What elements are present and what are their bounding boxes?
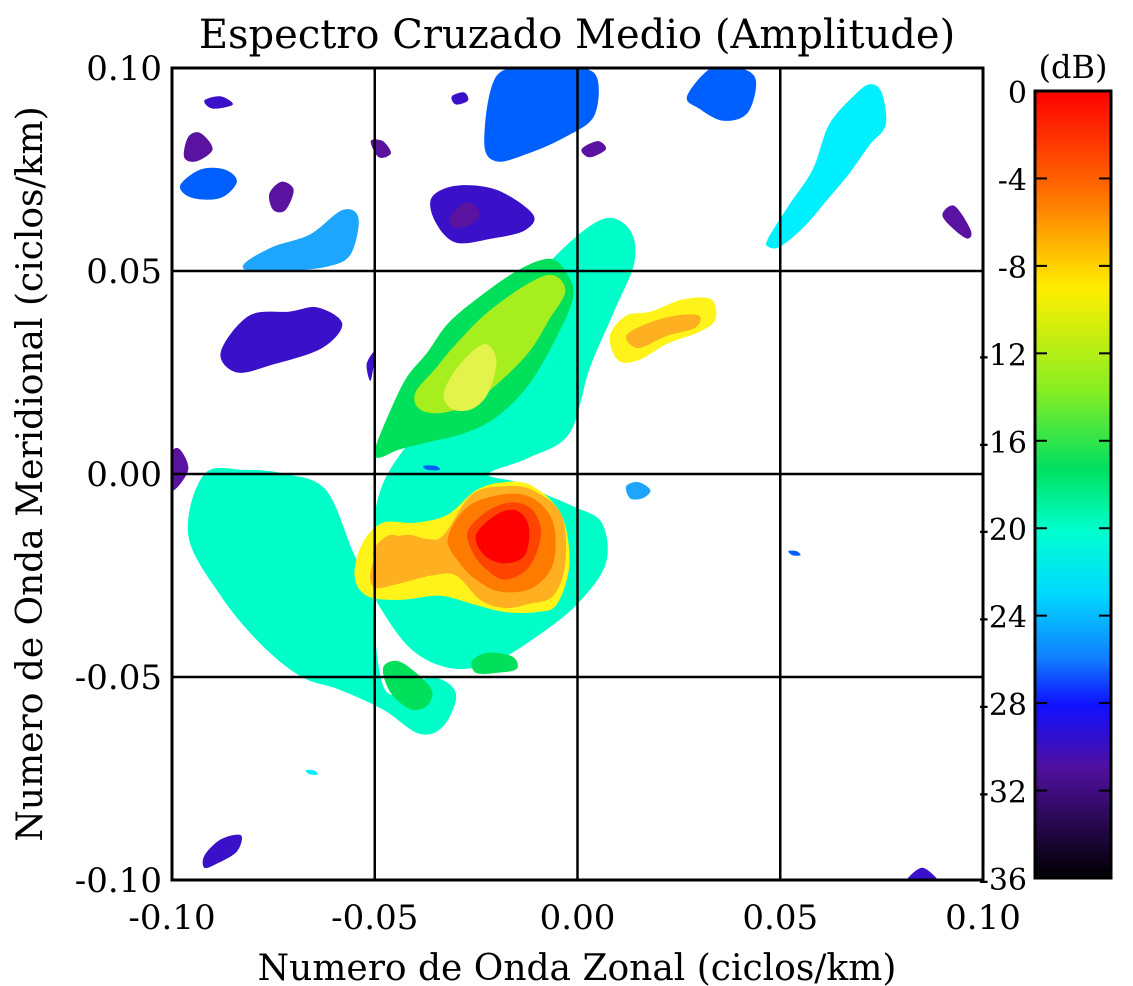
x-tick-label: 0.05 xyxy=(742,898,818,938)
contour-regions xyxy=(172,68,972,880)
plot-frame xyxy=(170,66,985,882)
colorbar xyxy=(1033,89,1113,880)
grid-lines xyxy=(172,68,983,880)
contour-small-blue-dot xyxy=(788,550,801,556)
colorbar-tick-label: 0 xyxy=(1008,76,1027,111)
contour-top-cyan-right xyxy=(766,84,887,249)
contour-bottom-indigo-right xyxy=(907,867,937,880)
contour-top-purple-4 xyxy=(183,132,213,162)
chart-title: Espectro Cruzado Medio (Amplitude) xyxy=(199,12,955,58)
contour-top-indigo-small-2 xyxy=(451,92,469,105)
contour-edge-purple xyxy=(172,447,189,491)
colorbar-tick-label: -12 xyxy=(979,338,1027,373)
x-tick-label: 0.10 xyxy=(945,898,1021,938)
colorbar-tick-label: -8 xyxy=(998,251,1027,286)
colorbar-tick-label: -4 xyxy=(998,163,1027,198)
y-tick-label: 0.00 xyxy=(86,455,162,495)
contour-top-indigo-1 xyxy=(220,307,343,373)
contour-low-green-2 xyxy=(471,652,518,675)
colorbar-tick-label: -16 xyxy=(979,426,1027,461)
y-axis-ticks: 0.10 0.05 0.00 -0.05 -0.10 xyxy=(75,49,162,901)
x-tick-label: -0.05 xyxy=(331,898,418,938)
contour-small-blue-center xyxy=(423,465,440,471)
colorbar-unit: (dB) xyxy=(1039,48,1108,86)
contour-top-indigo-2 xyxy=(430,185,535,244)
contour-peak-red xyxy=(475,509,530,564)
colorbar-tick-label: -32 xyxy=(979,776,1027,811)
y-tick-label: -0.05 xyxy=(75,658,162,698)
colorbar-tick-label: -20 xyxy=(979,513,1027,548)
contour-bottom-indigo xyxy=(202,834,242,869)
contour-small-cyan-dot xyxy=(305,769,319,775)
contour-top-purple-1 xyxy=(268,181,294,213)
x-tick-label: -0.10 xyxy=(128,898,215,938)
contour-small-sky xyxy=(625,481,651,500)
contour-right-blob-orange xyxy=(626,314,701,349)
y-tick-label: 0.10 xyxy=(86,49,162,89)
contour-top-purple-6 xyxy=(581,141,607,158)
contour-arm-yellow xyxy=(443,344,497,412)
y-tick-label: 0.05 xyxy=(86,252,162,292)
contour-top-purple-3 xyxy=(942,205,972,239)
x-axis-label: Numero de Onda Zonal (ciclos/km) xyxy=(258,948,897,986)
colorbar-ticks: 0 -4 -8 -12 -16 -20 -24 -28 -32 -36 xyxy=(979,76,1111,898)
contour-top-blue-right xyxy=(686,68,757,121)
contour-top-indigo-small xyxy=(204,96,233,109)
colorbar-tick-label: -28 xyxy=(979,688,1027,723)
contour-low-green-1 xyxy=(382,660,433,711)
y-axis-label: Numero de Onda Meridional (ciclos/km) xyxy=(10,106,51,841)
colorbar-tick-label: -24 xyxy=(979,601,1027,636)
contour-top-blue-left xyxy=(179,167,237,200)
contour-top-sky-left xyxy=(242,209,359,272)
y-tick-label: -0.10 xyxy=(75,861,162,901)
contour-top-purple-2 xyxy=(449,202,481,228)
colorbar-tick-label: -36 xyxy=(979,863,1027,898)
contour-top-blue-center xyxy=(484,68,599,162)
contour-small-indigo-mid xyxy=(366,351,375,381)
x-tick-label: 0.00 xyxy=(540,898,616,938)
contour-side-peak-orange xyxy=(372,534,408,568)
x-axis-ticks: -0.10 -0.05 0.00 0.05 0.10 xyxy=(128,898,1020,938)
